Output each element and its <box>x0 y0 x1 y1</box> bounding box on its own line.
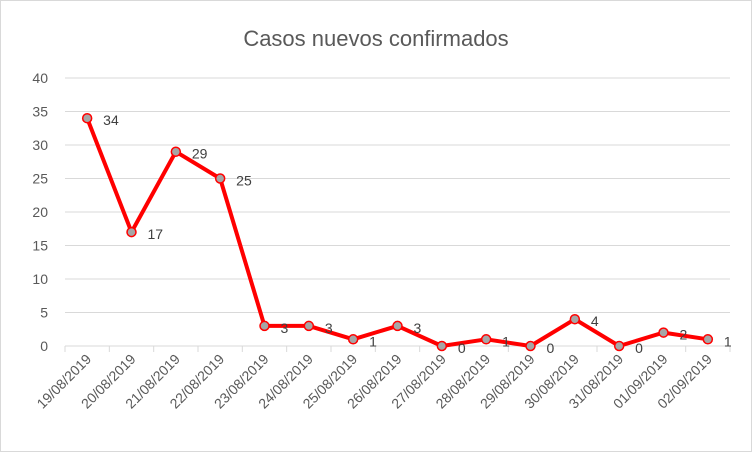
data-label-13: 2 <box>680 327 688 343</box>
data-label-9: 1 <box>502 333 510 349</box>
y-tick-label-25: 25 <box>32 171 48 187</box>
data-label-10: 0 <box>547 340 555 356</box>
data-point-8 <box>436 340 448 352</box>
data-label-11: 4 <box>591 313 599 329</box>
data-point-12 <box>613 340 625 352</box>
y-tick-label-35: 35 <box>32 104 48 120</box>
x-axis: 19/08/201920/08/201921/08/201922/08/2019… <box>33 345 731 412</box>
y-tick-label-15: 15 <box>32 238 48 254</box>
y-tick-label-30: 30 <box>32 137 48 153</box>
data-labels: 34 17 29 25 3 3 1 3 0 1 0 4 0 2 1 <box>103 112 732 356</box>
gridlines <box>65 77 730 313</box>
series-group <box>81 112 714 352</box>
data-label-12: 0 <box>635 340 643 356</box>
data-label-7: 3 <box>414 320 422 336</box>
data-label-0: 34 <box>103 112 119 128</box>
data-point-5 <box>303 320 315 332</box>
y-tick-label-20: 20 <box>32 204 48 220</box>
data-point-0 <box>81 112 93 124</box>
data-point-9 <box>480 334 492 345</box>
data-label-8: 0 <box>458 340 466 356</box>
data-point-13 <box>658 327 669 338</box>
y-tick-label-5: 5 <box>40 305 48 321</box>
data-point-3 <box>214 173 226 184</box>
data-point-11 <box>569 313 581 325</box>
data-point-14 <box>702 334 714 345</box>
data-label-6: 1 <box>369 333 377 349</box>
y-tick-label-0: 0 <box>40 338 48 354</box>
data-point-4 <box>259 320 270 332</box>
data-label-5: 3 <box>325 320 333 336</box>
data-label-3: 25 <box>236 173 252 189</box>
y-tick-label-10: 10 <box>32 271 48 287</box>
data-label-1: 17 <box>148 226 164 242</box>
data-point-7 <box>392 320 403 332</box>
y-tick-label-40: 40 <box>32 70 48 86</box>
data-label-4: 3 <box>281 320 289 336</box>
data-label-14: 1 <box>724 333 732 349</box>
y-axis: 0 5 10 15 20 25 30 35 40 <box>32 70 48 354</box>
data-point-10 <box>525 340 536 352</box>
data-point-1 <box>126 226 137 238</box>
data-point-2 <box>170 146 182 157</box>
chart-title: Casos nuevos confirmados <box>243 26 508 51</box>
data-point-6 <box>347 334 359 345</box>
data-label-2: 29 <box>192 146 208 162</box>
